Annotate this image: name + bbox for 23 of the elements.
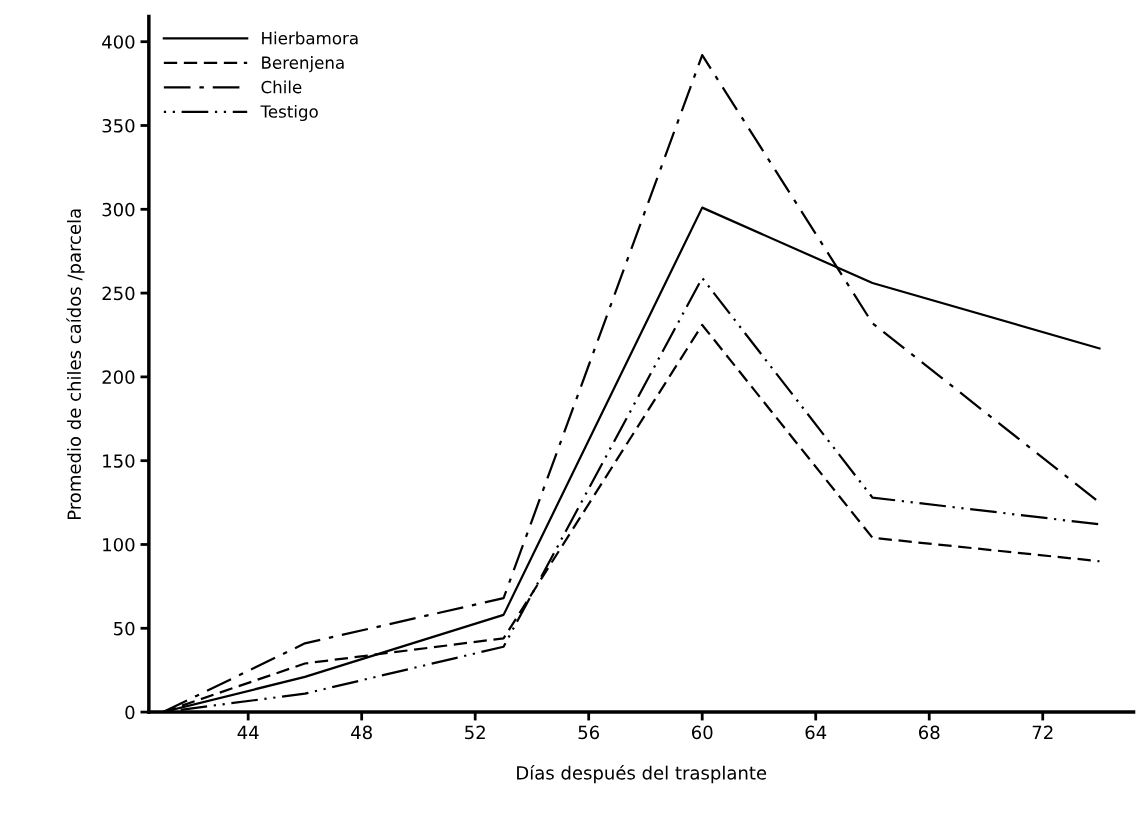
- legend-label: Chile: [261, 80, 302, 94]
- legend-label: Testigo: [260, 104, 318, 122]
- x-tick-label: 60: [691, 725, 713, 740]
- y-tick-label: 400: [102, 35, 135, 49]
- x-axis-title: Días después del trasplante: [517, 764, 767, 784]
- y-tick-label: 150: [103, 454, 135, 468]
- x-tick-label: 64: [805, 725, 827, 740]
- legend-label: Hierbamora: [262, 31, 358, 45]
- y-tick-label: 250: [102, 286, 135, 301]
- x-tick-label: 56: [578, 725, 600, 740]
- x-tick-label: 52: [465, 725, 485, 740]
- y-tick-label: 300: [102, 202, 135, 217]
- y-tick-label: 200: [102, 370, 135, 385]
- legend-label: Berenjena: [262, 56, 344, 73]
- x-tick-label: 44: [237, 725, 259, 739]
- y-tick-label: 350: [102, 118, 135, 133]
- y-tick-label: 100: [103, 537, 135, 552]
- x-tick-label: 48: [351, 725, 372, 740]
- x-tick-label: 72: [1032, 725, 1053, 739]
- y-axis-title: Promedio de chiles caídos /parcela: [66, 209, 85, 520]
- x-tick-label: 68: [919, 725, 940, 740]
- y-tick-label: 0: [125, 705, 135, 720]
- y-tick-label: 50: [114, 621, 135, 636]
